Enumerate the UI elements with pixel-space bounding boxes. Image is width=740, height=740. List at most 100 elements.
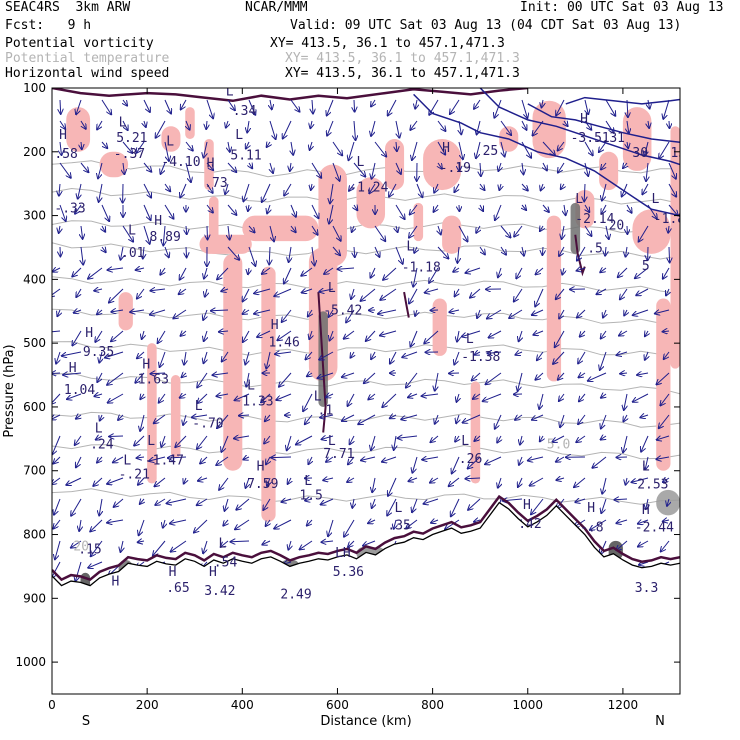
wind-vector [204,330,207,341]
wind-vector [645,456,648,469]
wind-vector [600,351,607,370]
wind-vector [632,477,649,482]
wind-vector [290,204,296,217]
wind-vector [76,415,81,419]
wind-vector [488,352,502,353]
wind-vector [474,99,481,109]
wind-vector [605,99,615,116]
wind-vector [556,478,565,480]
wind-vector [109,436,124,437]
wind-vector [603,309,606,318]
contour-label: L [642,460,650,475]
wind-vector [633,393,649,402]
wind-vector [266,519,270,526]
wind-vector [584,225,592,236]
wind-vector [559,393,565,401]
wind-vector [328,519,334,536]
wind-vector [72,267,82,277]
org-label: NCAR/MMM [245,0,308,15]
wind-vector [321,498,334,505]
wind-vector [143,99,150,112]
x-tick-label: 600 [326,698,349,712]
wind-vector [167,498,187,503]
wind-vector [102,247,106,252]
wind-vector [585,99,588,114]
wind-vector [372,477,375,492]
wind-vector [88,267,103,279]
wind-vector [592,456,607,468]
wind-vector [430,477,439,483]
wind-vector [395,204,405,219]
wind-vector [374,225,385,241]
wind-vector [164,141,169,161]
wind-vector [158,330,166,343]
wind-vector [494,99,502,118]
theta-label: 5.0 [547,437,570,452]
x-tick-label: 1200 [608,698,639,712]
wind-vector [424,330,439,343]
theta-contour [52,276,680,295]
wind-vector [371,120,376,136]
wind-vector [601,498,607,513]
wind-vector [663,520,670,521]
wind-vector [619,331,628,336]
wind-vector [372,498,375,508]
wind-vector [254,288,271,293]
wind-vector [247,120,249,132]
wind-vector [76,99,82,114]
wind-vector [138,477,145,485]
wind-vector [560,414,565,427]
wind-vector [236,498,250,510]
contour-label: 9.35 [83,345,114,360]
wind-vector [372,162,376,179]
wind-vector [450,99,460,114]
wind-vector [380,330,397,336]
wind-vector [402,351,418,357]
wind-vector [584,141,593,155]
wind-vector [350,435,354,444]
wind-vector [307,519,312,526]
wind-vector [454,183,459,192]
wind-vector [302,289,313,293]
wind-vector [558,162,565,173]
wind-vector [637,373,649,375]
wind-vector [165,246,169,257]
wind-vector [270,99,272,109]
wind-vector [219,477,229,490]
wind-vector [143,183,151,198]
wind-vector [451,498,460,516]
contour-label: L [575,192,583,207]
wind-vector [216,456,229,465]
wind-vector [498,162,501,171]
wind-vector [542,204,549,212]
wind-vector [409,478,418,481]
wind-vector [205,288,207,297]
wind-vector [80,120,86,129]
contour-label: .5 [587,242,603,257]
contour-label: -.8 [580,520,603,535]
wind-vector [348,540,355,547]
wind-vector [354,120,356,140]
wind-vector [648,120,649,128]
wind-vector [352,225,354,232]
wind-vector [601,414,607,429]
wind-vector [412,498,418,512]
wind-vector [53,268,61,272]
x-axis-label: Distance (km) [320,714,411,729]
wind-vector [179,288,187,294]
wind-vector [659,141,670,158]
wind-vector [638,520,649,524]
wind-vector [197,393,208,403]
wind-vector [669,246,670,262]
y-tick-label: 400 [23,272,46,286]
pv-patch [66,107,91,152]
wind-vector [246,372,249,387]
wind-vector [81,246,83,265]
contour-label: -.21 [119,467,150,482]
wind-vector [668,225,669,233]
wind-vector [657,372,670,384]
wind-vector [142,330,144,339]
wind-vector [181,99,187,109]
wind-vector [332,162,340,181]
wind-vector [228,141,230,152]
